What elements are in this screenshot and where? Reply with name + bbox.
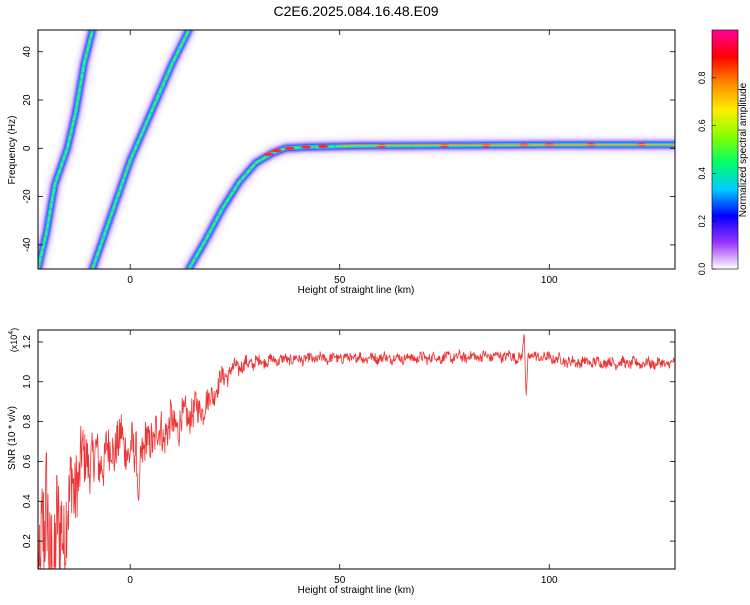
y-tick-label: -20 <box>22 189 33 204</box>
x-tick-label: 0 <box>127 575 133 586</box>
spectrogram-x-label: Height of straight line (km) <box>298 285 415 296</box>
spectrogram-tracks <box>38 30 675 269</box>
y-tick-label: 0 <box>22 145 33 151</box>
x-tick-label: 100 <box>541 575 558 586</box>
snr-line <box>38 334 675 569</box>
track-core <box>91 30 190 269</box>
snr-y-label: SNR (10 * v/v) <box>7 406 18 470</box>
y-tick-label: 0.6 <box>22 454 33 468</box>
y-tick-label: 0.2 <box>22 534 33 548</box>
track-3 <box>181 137 675 269</box>
snr-frame <box>37 329 676 570</box>
x-tick-label: 50 <box>334 275 346 286</box>
track-2 <box>85 30 196 269</box>
colorbar-label: Normalized spectral amplitude <box>738 82 749 217</box>
snr-background <box>38 330 675 569</box>
y-tick-label: 40 <box>22 46 33 58</box>
colorbar-tick-label: 0.6 <box>697 119 707 132</box>
colorbar-frame <box>711 29 739 270</box>
colorbar-tick-label: 0.8 <box>697 72 707 85</box>
track-hotspot <box>271 149 282 153</box>
spectrogram-frame <box>37 29 676 270</box>
colorbar-gradient <box>712 30 738 269</box>
colorbar-tick-label: 0.2 <box>697 215 707 228</box>
y-tick-label: -40 <box>22 237 33 252</box>
track-peak-line <box>339 144 675 147</box>
y-tick-label: 0.4 <box>22 494 33 508</box>
spectrogram-y-label: Frequency (Hz) <box>7 116 18 185</box>
colorbar-ticks: 0.0 0.2 0.4 0.6 0.8 <box>697 72 716 276</box>
colorbar: 0.0 0.2 0.4 0.6 0.8 Normalized spectral ampl… <box>697 29 749 276</box>
snr-series <box>38 334 675 569</box>
snr-y-axis: 0.2 0.4 0.6 0.8 1.0 1.2 <box>22 335 675 548</box>
y-tick-label: 1.0 <box>22 374 33 388</box>
y-tick-label: 0.8 <box>22 414 33 428</box>
track-hotspot <box>284 146 295 150</box>
track-hotspot <box>301 145 312 149</box>
snr-y-multiplier: (x104) <box>8 328 19 352</box>
spectrogram-panel: 0 50 100 -40 -20 0 20 40 Height of straight li… <box>7 29 676 296</box>
track-hotspot <box>317 144 328 148</box>
track-1 <box>38 30 100 269</box>
x-tick-label: 50 <box>334 575 346 586</box>
spectrogram-y-axis: -40 -20 0 20 40 <box>22 46 675 252</box>
x-tick-label: 100 <box>541 275 558 286</box>
colorbar-tick-label: 0.0 <box>697 263 707 276</box>
track-hotspot <box>263 152 274 156</box>
colorbar-tick-label: 0.4 <box>697 167 707 180</box>
snr-x-axis: 0 50 100 <box>127 330 558 586</box>
snr-panel: 0 50 100 0.2 0.4 0.6 0.8 1.0 1.2 Height of stra… <box>7 328 676 596</box>
track-core <box>38 30 94 269</box>
y-tick-label: 1.2 <box>22 335 33 349</box>
snr-x-label: Height of straight line (km) <box>298 585 415 596</box>
x-tick-label: 0 <box>127 275 133 286</box>
figure-title: C2E6.2025.084.16.48.E09 <box>273 3 438 19</box>
spectrogram-x-axis: 0 50 100 <box>127 30 558 286</box>
y-tick-label: 20 <box>22 94 33 106</box>
